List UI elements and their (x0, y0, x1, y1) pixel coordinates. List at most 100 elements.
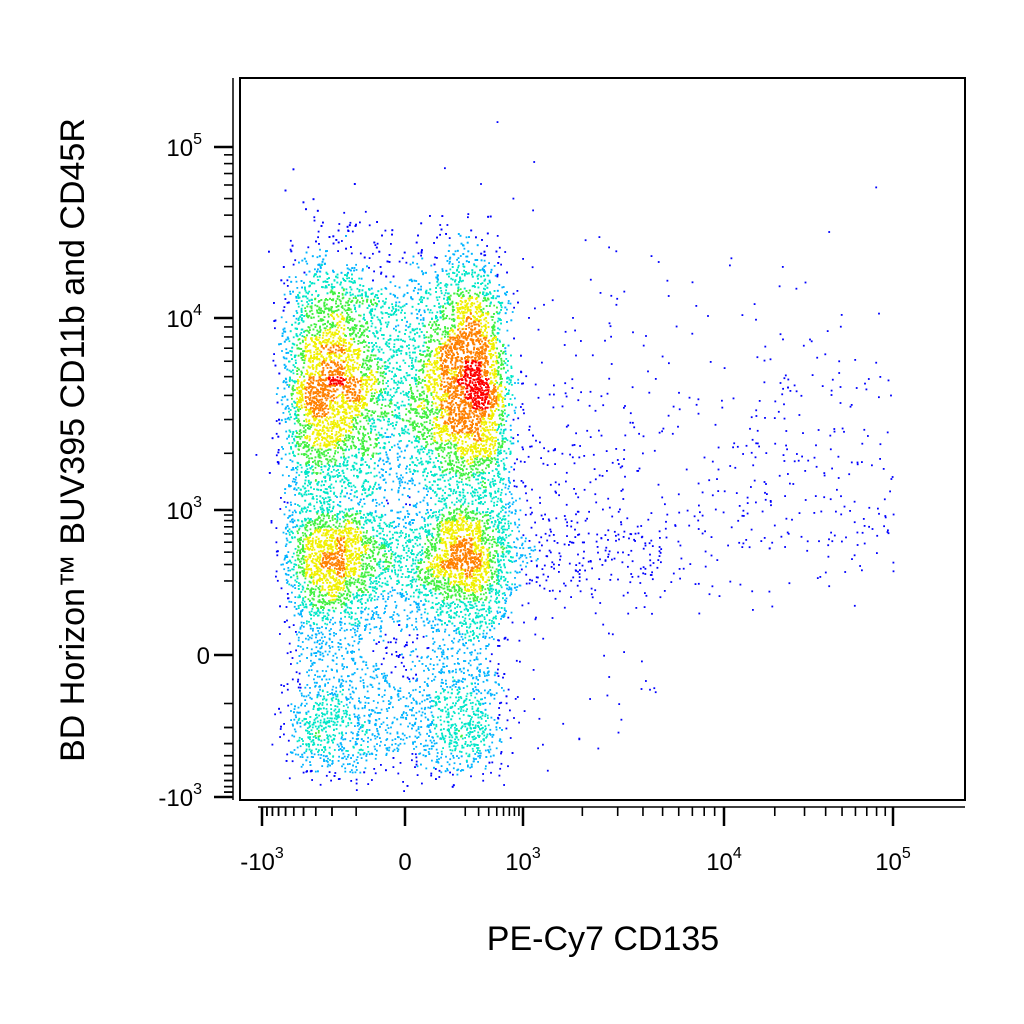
event-dot (498, 488, 500, 490)
event-dot (385, 230, 387, 232)
event-dot (498, 471, 500, 473)
event-dot (273, 360, 275, 362)
event-dot (659, 530, 661, 532)
event-dot (740, 584, 742, 586)
event-dot (548, 519, 550, 521)
event-dot (428, 601, 430, 603)
event-dot (416, 761, 418, 763)
event-dot (450, 490, 452, 492)
event-dot (514, 524, 516, 526)
event-dot (325, 255, 327, 257)
event-dot (611, 516, 613, 518)
event-dot (364, 707, 366, 709)
event-dot (598, 578, 600, 580)
event-dot (446, 497, 448, 499)
event-dot (512, 437, 514, 439)
event-dot (440, 614, 442, 616)
event-dot (277, 452, 279, 454)
event-dot (774, 443, 776, 445)
event-dot (468, 639, 470, 641)
event-dot (296, 662, 298, 664)
event-dot (382, 469, 384, 471)
event-dot (838, 456, 840, 458)
event-dot (472, 688, 474, 690)
event-dot (421, 516, 423, 518)
event-dot (417, 470, 419, 472)
event-dot (544, 514, 546, 516)
event-dot (415, 280, 417, 282)
event-dot (395, 329, 397, 331)
event-dot (286, 369, 288, 371)
event-dot (305, 507, 307, 509)
event-dot (430, 705, 432, 707)
event-dot (449, 764, 451, 766)
event-dot (838, 372, 840, 374)
event-dot (431, 748, 433, 750)
event-dot (868, 507, 870, 509)
event-dot (542, 638, 544, 640)
event-dot (460, 255, 462, 257)
event-dot (477, 749, 479, 751)
event-dot (422, 273, 424, 275)
event-dot (416, 529, 418, 531)
event-dot (734, 467, 736, 469)
event-dot (285, 339, 287, 341)
event-dot (542, 518, 544, 520)
event-dot (310, 628, 312, 630)
event-dot (476, 668, 478, 670)
event-dot (508, 448, 510, 450)
event-dot (302, 603, 304, 605)
event-dot (361, 738, 363, 740)
event-dot (434, 624, 436, 626)
event-dot (407, 445, 409, 447)
event-dot (521, 544, 523, 546)
event-dot (380, 519, 382, 521)
event-dot (359, 501, 361, 503)
event-dot (408, 539, 410, 541)
event-dot (412, 707, 414, 709)
event-dot (830, 448, 832, 450)
event-dot (373, 242, 375, 244)
event-dot (300, 489, 302, 491)
event-dot (471, 744, 473, 746)
event-dot (498, 594, 500, 596)
event-dot (815, 444, 817, 446)
event-dot (441, 651, 443, 653)
event-dot (380, 625, 382, 627)
event-dot (358, 504, 360, 506)
event-dot (543, 463, 545, 465)
event-dot (716, 559, 718, 561)
event-dot (338, 749, 340, 751)
event-dot (535, 440, 537, 442)
event-dot (769, 591, 771, 593)
event-dot (396, 473, 398, 475)
event-dot (480, 711, 482, 713)
event-dot (508, 521, 510, 523)
event-dot (501, 302, 503, 304)
event-dot (356, 491, 358, 493)
event-dot (799, 414, 801, 416)
event-dot (473, 690, 475, 692)
event-dot (347, 675, 349, 677)
event-dot (290, 576, 292, 578)
event-dot (358, 278, 360, 280)
event-dot (338, 223, 340, 225)
event-dot (290, 431, 292, 433)
event-dot (764, 381, 766, 383)
event-dot (325, 670, 327, 672)
event-dot (476, 693, 478, 695)
event-dot (456, 755, 458, 757)
event-dot (436, 726, 438, 728)
event-dot (572, 456, 574, 458)
event-dot (534, 308, 536, 310)
event-dot (403, 557, 405, 559)
event-dot (297, 681, 299, 683)
event-dot (425, 749, 427, 751)
event-dot (609, 322, 611, 324)
event-dot (276, 571, 278, 573)
event-dot (635, 533, 637, 535)
event-dot (453, 784, 455, 786)
event-dot (420, 222, 422, 224)
event-dot (449, 269, 451, 271)
event-dot (510, 425, 512, 427)
